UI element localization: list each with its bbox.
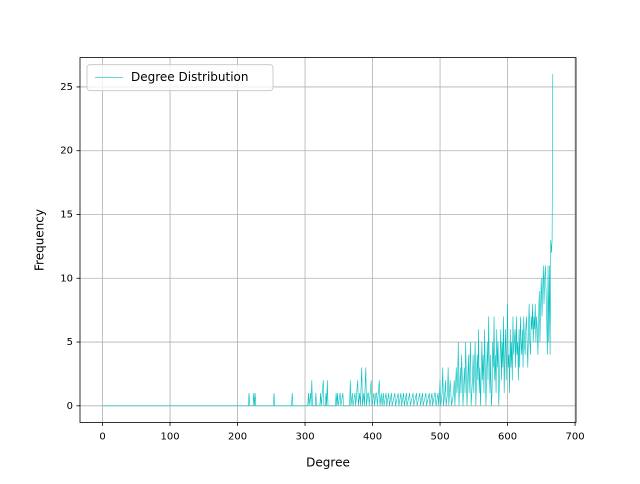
y-tick-label: 5 <box>67 337 73 348</box>
x-axis-label: Degree <box>306 456 350 470</box>
y-tick-label: 15 <box>60 209 73 220</box>
x-tick-label: 700 <box>566 431 585 442</box>
y-tick-label: 25 <box>60 82 73 93</box>
x-tick-label: 400 <box>363 431 382 442</box>
y-tick-label: 20 <box>60 146 73 157</box>
y-tick-label: 0 <box>67 401 73 412</box>
x-tick-label: 300 <box>296 431 315 442</box>
x-tick-label: 100 <box>160 431 179 442</box>
data-line <box>102 74 554 407</box>
y-tick-label: 10 <box>60 273 73 284</box>
plot-frame <box>79 57 577 423</box>
x-tick-label: 200 <box>228 431 247 442</box>
legend-label: Degree Distribution <box>131 70 249 84</box>
x-tick-label: 500 <box>431 431 450 442</box>
y-axis-label: Frequency <box>33 209 47 271</box>
x-tick-label: 0 <box>99 431 105 442</box>
legend-box <box>86 64 274 92</box>
x-tick-label: 600 <box>498 431 517 442</box>
